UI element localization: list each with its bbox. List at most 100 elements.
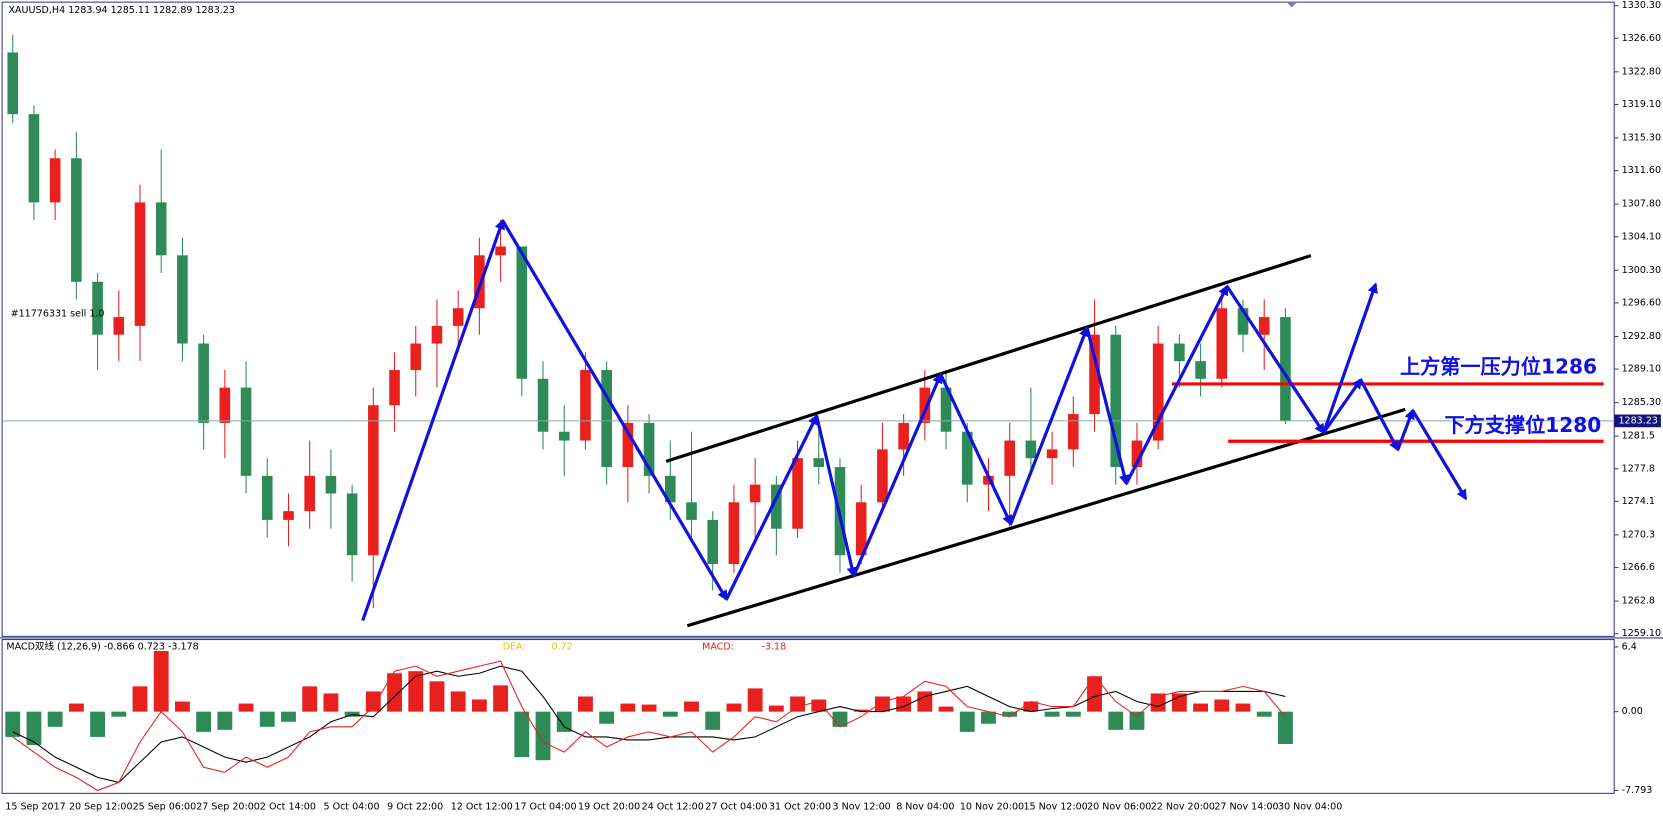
histogram-bar [938,706,954,712]
candle-body [346,493,358,556]
y-tick-label: 1285.30 [1622,397,1661,408]
drawings [361,218,1604,628]
histogram-bar [1002,711,1018,717]
y-tick-label: 1315.30 [1622,132,1661,143]
histogram-bar [26,711,42,746]
candle-body [240,387,252,476]
histogram-bar [959,711,975,732]
x-tick-label: 8 Nov 04:00 [896,802,954,813]
histogram-bar [1193,703,1209,712]
histogram-bar [726,703,742,712]
histogram-bar [662,711,678,717]
y-tick-label: 1319.10 [1622,99,1661,110]
candle-body [1280,317,1291,421]
candle-body [155,202,167,256]
x-tick-label: 15 Sep 2017 [5,802,65,813]
histogram-bar [47,711,63,727]
candle-body [1174,343,1185,362]
histogram-bar [790,696,805,712]
candle-body [113,317,125,335]
histogram-bar [90,711,105,737]
candle-body [1089,334,1100,415]
candle-body [601,369,612,468]
candle-body [49,158,61,203]
histogram-bar [111,711,127,717]
y-tick-label: 1311.60 [1622,165,1661,176]
x-tick-label: 3 Nov 12:00 [833,802,891,813]
candle-body [1237,308,1249,335]
x-tick-label: 30 Nov 04:00 [1278,802,1342,813]
candle-body [877,449,888,503]
histogram-bar [917,691,933,712]
candle-body [558,431,570,441]
candle-body [1068,414,1079,450]
histogram-bar [874,696,890,712]
candle-body [643,422,655,476]
candle-body [304,475,315,512]
y-tick-label: 1277.8 [1622,463,1655,474]
candle-body [516,246,528,379]
histogram-bar [493,685,509,712]
y-tick-label: 0.00 [1622,706,1643,717]
candle-body [792,458,803,529]
x-tick-label: 31 Oct 20:00 [769,802,831,813]
candle-body [1046,449,1058,459]
candle-body [198,343,209,423]
last-price-label: 1283.23 [1618,415,1657,426]
candle-body [177,255,188,344]
histogram-bar [429,681,445,712]
x-tick-label: 25 Sep 06:00 [133,802,197,813]
histogram-bar [1023,701,1039,712]
y-tick-label: 1259.10 [1622,628,1661,639]
candle-body [664,475,676,503]
y-tick-label: 1296.60 [1622,297,1661,308]
histogram-bar [705,711,721,730]
histogram-bar [174,701,190,712]
macd-title: MACD双线 (12,26,9) -0.866 0.723 -3.178 [6,640,198,652]
histogram-bar [471,699,487,712]
shift-marker [1286,2,1298,8]
y-tick-label: 1307.80 [1622,199,1661,210]
candle-body [368,405,379,556]
candle-body [707,519,719,565]
histogram-bar [853,709,869,712]
histogram-bar [768,705,784,712]
histogram-bar [238,703,254,712]
histogram-bar [1108,711,1124,730]
histogram-bar [684,701,699,712]
candle-body [1131,440,1143,468]
macd-line [12,660,1286,792]
wave-arrows [361,218,1468,621]
candle-body [749,484,761,503]
histogram-bar [514,711,530,758]
candle-body [771,484,782,529]
y-tick-label: 1289.10 [1622,364,1661,375]
histogram-bar [1087,676,1102,712]
x-tick-label: 2 Oct 14:00 [260,802,316,813]
histogram-bar [1150,693,1166,712]
x-tick-label: 17 Oct 04:00 [514,802,576,813]
x-tick-label: 27 Sep 20:00 [196,802,260,813]
histogram-bar [747,688,763,712]
candle-body [983,475,994,485]
x-tick-label: 20 Sep 12:00 [69,802,133,813]
candle-body [1152,343,1164,441]
x-tick-label: 19 Oct 20:00 [578,802,640,813]
macd-label: MACD: [702,641,734,652]
y-tick-label: 1262.8 [1622,596,1655,607]
histogram-bar [1278,711,1293,745]
candle-body [940,387,952,432]
histogram-bar [259,711,275,727]
histogram-bar [1065,711,1081,717]
y-tick-label: 1270.3 [1622,529,1655,540]
macd-value: -3.18 [762,641,787,652]
y-tick-label: 1281.5 [1622,431,1655,442]
x-tick-label: 27 Oct 04:00 [705,802,767,813]
candle-body [325,475,337,494]
candle-body [898,422,909,450]
last-price-box [1614,414,1661,428]
candle-body [452,308,464,326]
histogram-bar [281,711,296,722]
candle-body [261,475,273,520]
